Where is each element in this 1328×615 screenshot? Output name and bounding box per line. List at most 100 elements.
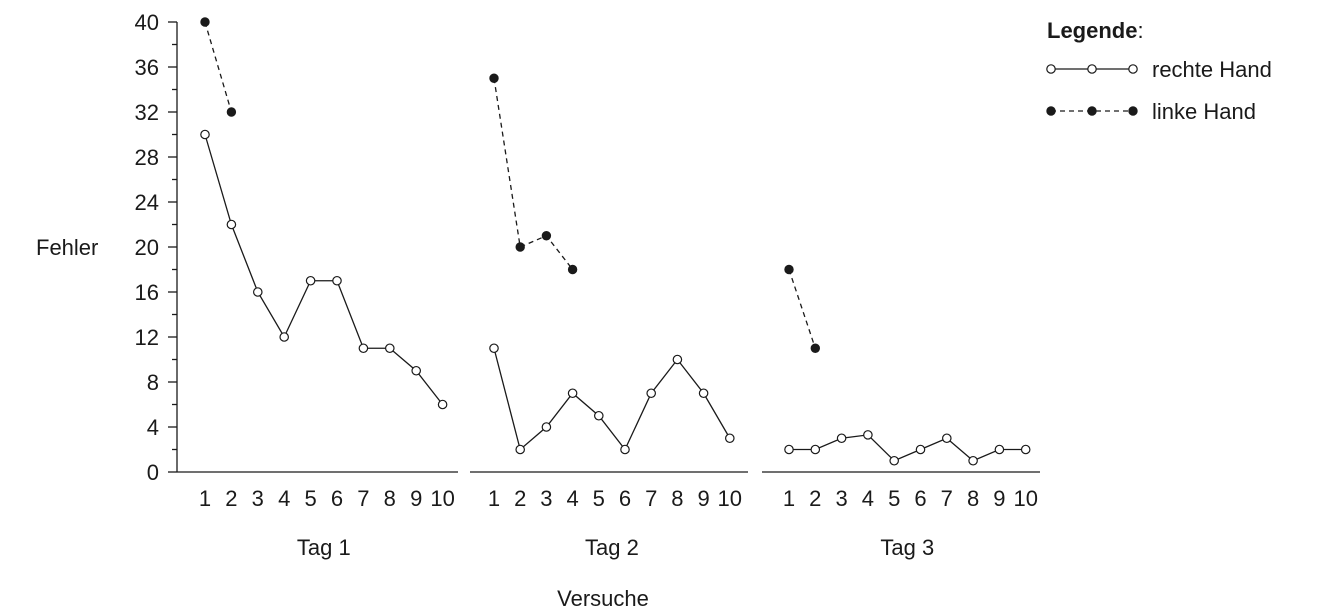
x-tick-label: 3: [540, 486, 552, 511]
panel-label: Tag 3: [880, 535, 934, 560]
data-point-rechte-hand: [889, 455, 899, 466]
x-tick-label: 2: [225, 486, 237, 511]
data-point-rechte-hand: [515, 444, 525, 455]
x-tick-label: 10: [1013, 486, 1037, 511]
x-tick-label: 6: [619, 486, 631, 511]
x-tick-label: 4: [566, 486, 578, 511]
data-point-rechte-hand: [411, 365, 421, 376]
data-point-linke-hand: [567, 264, 578, 275]
x-tick-label: 6: [914, 486, 926, 511]
data-point-rechte-hand: [672, 354, 683, 365]
series-linke-hand-line: [788, 269, 816, 349]
data-point-linke-hand: [489, 73, 499, 83]
data-point-rechte-hand: [784, 444, 794, 455]
x-tick-label: 5: [304, 486, 316, 511]
x-tick-label: 7: [645, 486, 657, 511]
data-point-rechte-hand: [1020, 444, 1031, 455]
data-point-linke-hand: [541, 231, 552, 241]
x-tick-label: 3: [835, 486, 847, 511]
x-tick-label: 9: [993, 486, 1005, 511]
y-tick-label: 8: [147, 370, 159, 395]
data-point-rechte-hand: [332, 275, 342, 286]
x-tick-label: 8: [384, 486, 396, 511]
x-tick-label: 1: [783, 486, 795, 511]
data-point-linke-hand: [226, 107, 237, 117]
data-point-rechte-hand: [994, 444, 1005, 455]
data-point-rechte-hand: [646, 388, 656, 399]
data-point-rechte-hand: [915, 444, 926, 455]
x-tick-label: 10: [718, 486, 742, 511]
data-point-rechte-hand: [252, 287, 263, 297]
y-tick-label: 24: [135, 190, 159, 215]
data-point-linke-hand: [810, 343, 820, 353]
data-point-rechte-hand: [384, 343, 395, 354]
data-point-rechte-hand: [541, 422, 552, 432]
data-point-rechte-hand: [968, 455, 978, 466]
y-tick-label: 20: [135, 235, 159, 260]
x-tick-label: 6: [331, 486, 343, 511]
data-point-rechte-hand: [941, 433, 952, 444]
data-point-rechte-hand: [489, 343, 499, 354]
data-point-rechte-hand: [567, 388, 578, 399]
panel-label: Tag 2: [585, 535, 639, 560]
x-tick-label: 7: [941, 486, 953, 511]
legend-title-colon: :: [1137, 18, 1143, 43]
legend: Legende: rechte Hand linke Hand: [1046, 18, 1272, 124]
data-point-rechte-hand: [437, 399, 448, 410]
legend-marker-linke-hand: [1128, 106, 1138, 116]
series-layer: [200, 17, 1031, 466]
y-tick-label: 16: [135, 280, 159, 305]
legend-label-linke-hand: linke Hand: [1152, 99, 1256, 124]
x-tick-label: 9: [410, 486, 422, 511]
series-rechte-hand-line: [204, 134, 444, 405]
x-tick-label: 1: [488, 486, 500, 511]
y-tick-label: 12: [135, 325, 159, 350]
legend-marker-rechte-hand: [1046, 64, 1056, 74]
x-tick-label: 7: [357, 486, 369, 511]
data-point-rechte-hand: [836, 433, 847, 444]
data-point-rechte-hand: [226, 219, 237, 230]
data-point-rechte-hand: [698, 388, 709, 399]
y-tick-label: 4: [147, 415, 159, 440]
x-tick-label: 3: [252, 486, 264, 511]
y-axis-label: Fehler: [36, 235, 98, 260]
y-tick-label: 40: [135, 10, 159, 35]
data-point-linke-hand: [515, 242, 525, 252]
legend-marker-linke-hand: [1087, 106, 1097, 116]
x-tick-label: 10: [430, 486, 454, 511]
x-tick-label: 9: [697, 486, 709, 511]
series-rechte-hand-line: [493, 348, 731, 451]
data-point-rechte-hand: [810, 444, 821, 455]
y-tick-label: 28: [135, 145, 159, 170]
x-tick-label: 4: [278, 486, 290, 511]
x-tick-label: 8: [967, 486, 979, 511]
x-axis-label: Versuche: [557, 586, 649, 611]
legend-title-text: Legende: [1047, 18, 1137, 43]
x-tick-label: 8: [671, 486, 683, 511]
data-point-rechte-hand: [724, 433, 735, 444]
legend-marker-rechte-hand: [1087, 64, 1097, 74]
data-point-rechte-hand: [620, 444, 630, 455]
x-tick-label: 2: [809, 486, 821, 511]
data-point-rechte-hand: [358, 343, 369, 354]
x-tick-label: 1: [199, 486, 211, 511]
series-linke-hand-line: [493, 78, 574, 270]
x-tick-label: 2: [514, 486, 526, 511]
data-point-linke-hand: [200, 17, 210, 27]
series-linke-hand-line: [204, 21, 233, 113]
data-point-rechte-hand: [279, 332, 289, 342]
y-tick-label: 32: [135, 100, 159, 125]
y-tick-label: 36: [135, 55, 159, 80]
x-tick-label: 5: [888, 486, 900, 511]
legend-marker-rechte-hand: [1128, 64, 1138, 74]
legend-title: Legende:: [1047, 18, 1144, 43]
series-rechte-hand-line: [789, 434, 1026, 462]
data-point-rechte-hand: [305, 275, 316, 286]
data-point-rechte-hand: [863, 430, 873, 440]
x-tick-label: 4: [862, 486, 874, 511]
data-point-rechte-hand: [593, 410, 604, 421]
x-tick-label: 5: [593, 486, 605, 511]
data-point-linke-hand: [784, 264, 794, 275]
